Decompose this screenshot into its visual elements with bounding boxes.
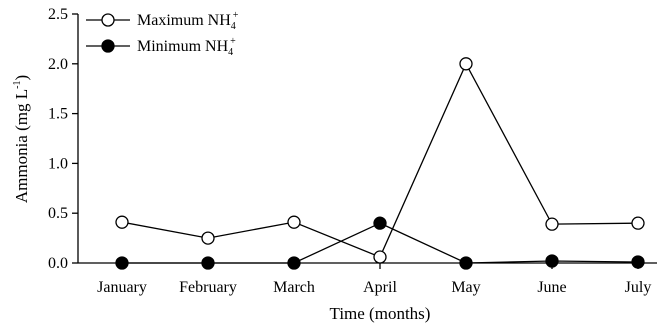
point-maximum bbox=[459, 57, 473, 71]
y-tick-label: 0.0 bbox=[48, 255, 68, 272]
point-minimum bbox=[545, 254, 559, 268]
point-maximum bbox=[287, 215, 301, 229]
point-maximum bbox=[373, 250, 387, 264]
x-tick-label: March bbox=[273, 279, 315, 296]
legend-label-minimum: Minimum NH4+ bbox=[137, 36, 236, 58]
x-tick-label: June bbox=[537, 279, 566, 296]
point-minimum bbox=[115, 256, 129, 270]
y-tick-label: 2.5 bbox=[48, 6, 68, 23]
y-axis-title-suffix: ) bbox=[12, 75, 31, 81]
y-tick-label: 1.0 bbox=[48, 155, 68, 172]
x-tick-label: May bbox=[451, 279, 480, 296]
point-maximum bbox=[545, 217, 559, 231]
point-maximum bbox=[201, 231, 215, 245]
x-tick-label: January bbox=[97, 279, 147, 296]
point-minimum bbox=[373, 216, 387, 230]
series-layer bbox=[115, 57, 645, 270]
x-tick-label: July bbox=[625, 279, 652, 296]
legend-marker-maximum bbox=[101, 13, 115, 27]
legend-label-maximum: Maximum NH4+ bbox=[137, 10, 239, 32]
x-axis-title: Time (months) bbox=[330, 304, 431, 323]
legend-marker-minimum bbox=[101, 39, 115, 53]
point-minimum bbox=[287, 256, 301, 270]
point-minimum bbox=[201, 256, 215, 270]
point-minimum bbox=[631, 255, 645, 269]
point-maximum bbox=[631, 216, 645, 230]
y-axis-title-main: Ammonia (mg L bbox=[12, 89, 31, 203]
x-tick-label: February bbox=[179, 279, 237, 296]
x-ticks: January February March April May June July bbox=[97, 263, 651, 296]
y-tick-label: 1.5 bbox=[48, 106, 68, 123]
y-ticks: 0.0 0.5 1.0 1.5 2.0 2.5 bbox=[48, 6, 78, 272]
legend: Maximum NH4+ Minimum NH4+ bbox=[86, 10, 239, 58]
y-axis-title-sup: -1 bbox=[12, 81, 23, 89]
x-tick-label: April bbox=[363, 279, 397, 296]
y-axis-title: Ammonia (mg L-1) bbox=[12, 75, 31, 203]
point-minimum bbox=[459, 256, 473, 270]
point-maximum bbox=[115, 215, 129, 229]
y-tick-label: 2.0 bbox=[48, 56, 68, 73]
y-tick-label: 0.5 bbox=[48, 205, 68, 222]
